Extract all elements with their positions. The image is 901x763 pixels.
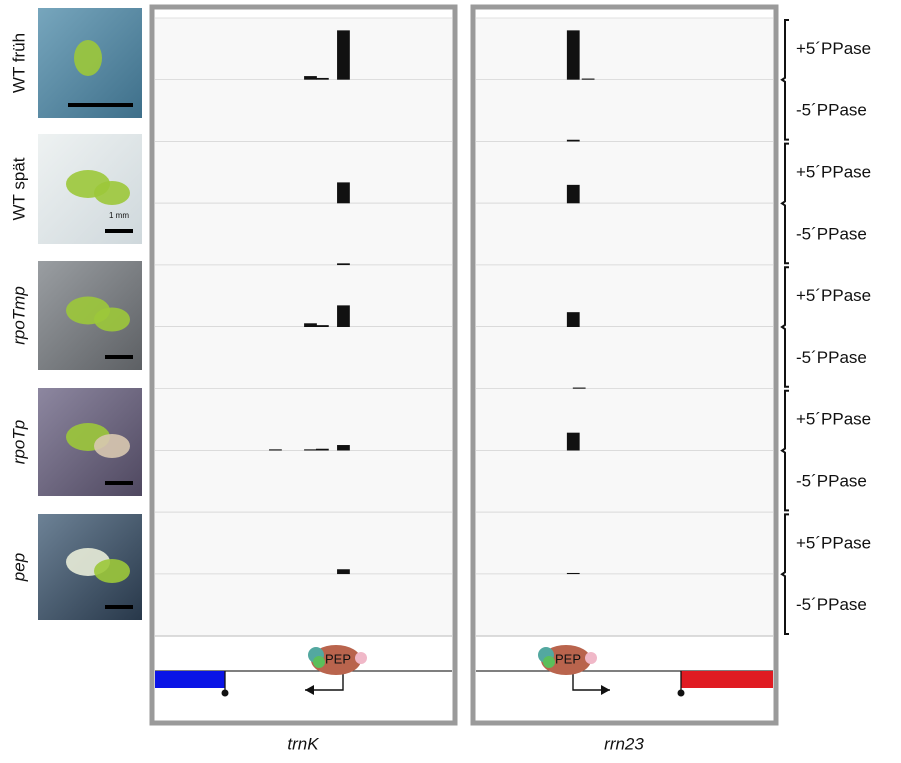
treatment-label: +5´PPase: [796, 286, 871, 305]
signal-bar: [581, 78, 595, 80]
arrow-head: [305, 685, 314, 695]
treatment-label: +5´PPase: [796, 410, 871, 429]
gene-label: trnK: [287, 734, 319, 753]
treatment-label: -5´PPase: [796, 348, 867, 367]
signal-bar: [315, 77, 329, 80]
track: [476, 79, 773, 142]
bracket: [780, 513, 789, 635]
signal-bar: [269, 449, 282, 451]
track: [476, 512, 773, 575]
sample-label: pep: [9, 553, 28, 582]
treatment-label: +5´PPase: [796, 39, 871, 58]
signal-bar: [337, 30, 350, 80]
subunit: [355, 652, 367, 664]
track: [476, 450, 773, 513]
treatment-label: -5´PPase: [796, 224, 867, 243]
track: [476, 18, 773, 80]
treatment-label: -5´PPase: [796, 101, 867, 120]
track: [476, 265, 773, 327]
treatment-label: +5´PPase: [796, 533, 871, 552]
terminator: [221, 689, 229, 697]
track: [476, 203, 773, 266]
track: [155, 388, 452, 451]
signal-bar: [337, 263, 350, 266]
track: [155, 79, 452, 142]
flanking-gene: [155, 671, 225, 688]
signal-bar: [337, 569, 350, 575]
treatment-label: -5´PPase: [796, 595, 867, 614]
bracket: [780, 389, 789, 512]
signal-bar: [566, 432, 580, 451]
flanking-gene: [681, 671, 773, 688]
sample-label: WT früh: [9, 33, 28, 93]
scale-label: 1 mm: [109, 211, 129, 220]
track: [155, 141, 452, 204]
track: [476, 388, 773, 451]
bracket: [780, 142, 789, 265]
seedling-leaf: [94, 307, 130, 332]
sample-label: rpoTmp: [9, 286, 28, 345]
track: [155, 450, 452, 513]
signal-bar: [566, 30, 580, 80]
signal-bar: [304, 76, 317, 80]
polymerase-label: PEP: [555, 651, 581, 666]
signal-bar: [566, 184, 580, 204]
signal-bar: [566, 139, 580, 142]
subunit: [585, 652, 597, 664]
treatment-label: -5´PPase: [796, 471, 867, 490]
sigma-2: [543, 656, 555, 668]
signal-bar: [304, 449, 317, 451]
signal-bar: [315, 448, 329, 451]
track: [476, 141, 773, 204]
signal-bar: [566, 312, 580, 327]
track: [476, 574, 773, 636]
terminator: [677, 689, 685, 697]
treatment-label: +5´PPase: [796, 162, 871, 181]
seedling-leaf: [94, 559, 130, 583]
signal-bar: [304, 323, 317, 327]
sample-label: rpoTp: [9, 420, 28, 464]
track: [155, 18, 452, 80]
track: [155, 203, 452, 266]
track: [155, 574, 452, 636]
signal-bar: [337, 182, 350, 204]
polymerase-label: PEP: [325, 651, 351, 666]
seedling-leaf: [94, 181, 130, 205]
signal-bar: [315, 325, 329, 327]
signal-bar: [337, 305, 350, 327]
sample-label: WT spät: [9, 157, 28, 220]
arrow-head: [601, 685, 610, 695]
promoter-arrow: [572, 671, 610, 691]
track: [155, 327, 452, 389]
track: [155, 265, 452, 327]
signal-bar: [566, 572, 580, 575]
seedling-leaf: [94, 434, 130, 458]
bracket: [780, 266, 789, 388]
signal-bar: [572, 387, 586, 389]
gene-label: rrn23: [604, 734, 644, 753]
track: [155, 512, 452, 575]
bracket: [780, 19, 789, 141]
track: [476, 327, 773, 389]
signal-bar: [337, 445, 350, 451]
seedling: [74, 40, 102, 76]
promoter-arrow: [305, 671, 344, 691]
sigma-2: [313, 656, 325, 668]
